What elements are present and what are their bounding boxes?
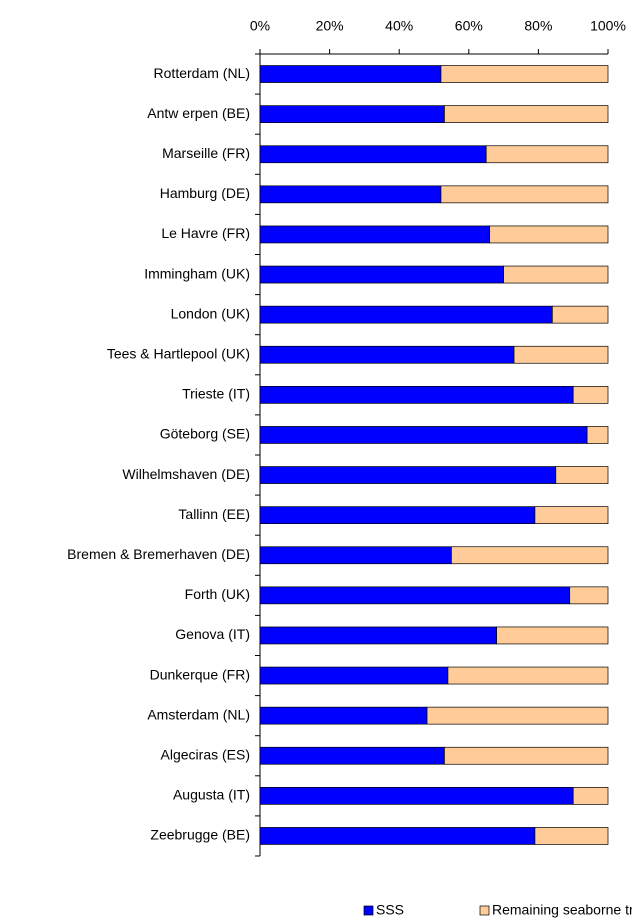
bar-segment	[259, 666, 449, 685]
bar-segment	[513, 345, 609, 364]
bar-segment	[259, 145, 487, 164]
x-tick-label: 20%	[316, 18, 344, 34]
bar-segment	[259, 506, 536, 524]
category-label: Trieste (IT)	[182, 386, 250, 402]
legend-label: Remaining seaborne transport	[492, 902, 632, 918]
bar-segment	[259, 185, 442, 204]
bar-segment	[503, 265, 609, 284]
x-tick-label: 0%	[250, 18, 270, 34]
bar-segment	[444, 746, 609, 765]
bar-segment	[259, 466, 557, 484]
bar-segment	[259, 827, 536, 845]
category-label: Antw erpen (BE)	[147, 105, 250, 121]
bar-segment	[259, 105, 445, 124]
bar-segment	[426, 706, 609, 725]
bar-segment	[444, 105, 609, 124]
legend-swatch	[479, 905, 490, 916]
bar-segment	[496, 626, 609, 645]
category-label: Tallinn (EE)	[178, 506, 250, 522]
x-tick-label: 60%	[455, 18, 483, 34]
bar-segment	[259, 386, 574, 404]
bar-segment	[534, 506, 609, 524]
bar-segment	[555, 466, 609, 484]
bar-segment	[259, 345, 515, 364]
category-label: Hamburg (DE)	[160, 185, 250, 201]
bar-segment	[259, 706, 428, 725]
category-label: Augusta (IT)	[173, 787, 250, 803]
bar-segment	[447, 666, 609, 685]
bar-segment	[259, 586, 571, 605]
category-label: Dunkerque (FR)	[150, 666, 250, 682]
bar-segment	[259, 265, 504, 284]
bar-segment	[451, 546, 609, 565]
category-label: Genova (IT)	[175, 626, 250, 642]
legend-swatch	[363, 905, 374, 916]
category-label: Wilhelmshaven (DE)	[122, 466, 250, 482]
bar-segment	[551, 305, 609, 324]
x-tick-label: 40%	[385, 18, 413, 34]
bar-segment	[259, 426, 588, 444]
category-label: Amsterdam (NL)	[147, 706, 250, 722]
category-label: Zeebrugge (BE)	[150, 827, 250, 843]
category-label: Göteborg (SE)	[160, 426, 250, 442]
category-label: Bremen & Bremerhaven (DE)	[67, 546, 250, 562]
bar-segment	[534, 827, 609, 845]
bar-segment	[489, 225, 609, 244]
bar-segment	[259, 626, 497, 645]
legend-label: SSS	[376, 902, 404, 918]
category-label: Forth (UK)	[185, 586, 250, 602]
bar-segment	[259, 65, 442, 83]
bar-segment	[440, 65, 609, 83]
category-label: Tees & Hartlepool (UK)	[107, 345, 250, 361]
bar-segment	[569, 586, 609, 605]
bar-segment	[572, 386, 609, 404]
x-tick-label: 80%	[524, 18, 552, 34]
bar-segment	[259, 746, 445, 765]
bar-segment	[259, 225, 491, 244]
category-label: Rotterdam (NL)	[154, 65, 250, 81]
bar-segment	[440, 185, 609, 204]
bar-segment	[586, 426, 609, 444]
category-label: Algeciras (ES)	[161, 746, 250, 762]
category-label: London (UK)	[171, 305, 250, 321]
category-label: Immingham (UK)	[144, 265, 250, 281]
bar-segment	[259, 305, 553, 324]
x-tick-label: 100%	[590, 18, 626, 34]
category-label: Le Havre (FR)	[161, 225, 250, 241]
bar-segment	[259, 546, 452, 565]
bar-segment	[259, 786, 574, 805]
bar-segment	[485, 145, 609, 164]
category-label: Marseille (FR)	[162, 145, 250, 161]
bar-segment	[572, 786, 609, 805]
